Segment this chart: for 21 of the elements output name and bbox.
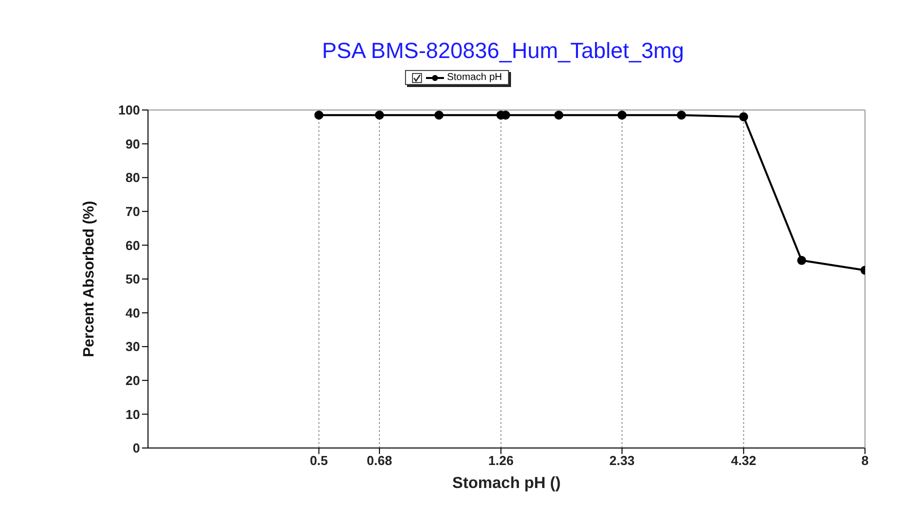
x-tick-label: 1.26 <box>488 453 514 468</box>
y-tick-label: 100 <box>118 102 140 118</box>
y-tick-label: 30 <box>126 339 140 354</box>
y-axis-title: Percent Absorbed (%) <box>80 200 98 358</box>
y-tick-label: 20 <box>126 373 140 388</box>
y-tick-label: 70 <box>126 204 140 220</box>
y-tick-label: 50 <box>126 272 140 287</box>
legend-label: Stomach pH <box>446 72 502 83</box>
chart-title: PSA BMS-820836_Hum_Tablet_3mg <box>321 37 685 65</box>
y-tick-label: 10 <box>126 406 140 422</box>
x-tick-label: 4.32 <box>730 453 756 468</box>
x-tick-label: 2.33 <box>609 453 635 468</box>
x-axis-title: Stomach pH () <box>452 475 561 492</box>
x-tick-label: 8 <box>861 453 869 468</box>
x-tick-label: 0.5 <box>310 453 328 468</box>
y-tick-label: 40 <box>126 305 140 320</box>
x-tick-label: 0.68 <box>366 453 392 468</box>
y-tick-label: 60 <box>126 238 140 253</box>
y-tick-label: 80 <box>126 170 140 186</box>
y-tick-label: 0 <box>132 440 140 456</box>
y-tick-label: 90 <box>126 136 140 152</box>
